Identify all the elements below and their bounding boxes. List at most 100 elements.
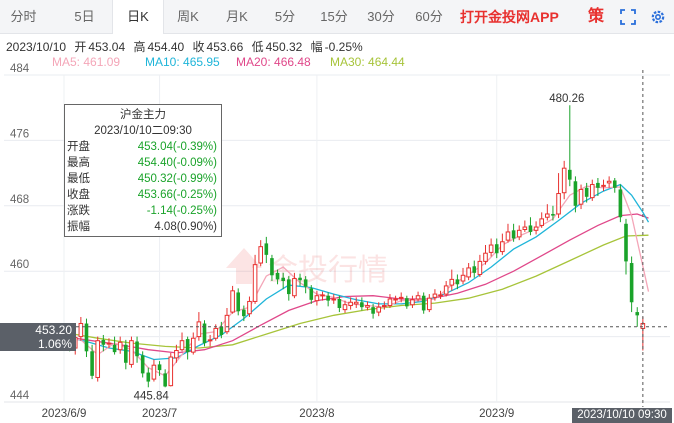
watermark-logo-icon	[226, 248, 262, 284]
candle	[612, 178, 617, 193]
fullscreen-icon[interactable]	[620, 9, 636, 25]
tooltip-row-high: 最高 454.40(-0.09%)	[67, 157, 217, 169]
close-value: 453.66	[206, 40, 244, 54]
candle	[624, 218, 628, 275]
candle	[415, 291, 421, 302]
candle-body	[326, 295, 330, 301]
current-percent: 1.06%	[37, 337, 72, 351]
candle-body	[353, 301, 359, 305]
candle	[449, 269, 455, 291]
candle-body	[618, 189, 623, 218]
candle	[219, 321, 224, 339]
candle-body	[438, 294, 443, 297]
tooltip-row-open: 开盘 453.04(-0.39%)	[67, 141, 217, 153]
candle	[393, 295, 398, 304]
candle	[190, 332, 196, 355]
candle-body	[415, 295, 421, 300]
candle-body	[78, 323, 84, 338]
tab-daily-k[interactable]: 日K	[112, 0, 164, 34]
candle	[95, 336, 101, 382]
candle	[90, 344, 94, 380]
candle-body	[287, 279, 291, 295]
high-label: 高	[133, 40, 146, 54]
settings-icon[interactable]	[650, 9, 666, 25]
candle	[135, 336, 139, 363]
candle	[337, 295, 342, 313]
candle-body	[258, 246, 263, 264]
tooltip-title: 沪金主力	[120, 109, 166, 121]
period-tab-bar: 分时 5日 日K 周K 月K 5分 15分 30分 60分 打开金投网APP 策	[0, 0, 674, 34]
candle-tooltip: 沪金主力 2023/10/10二09:30 开盘 453.04(-0.39%) 最…	[64, 104, 222, 237]
candle-body	[157, 364, 162, 371]
candle	[494, 238, 499, 259]
ma20-line	[63, 213, 649, 354]
tab-30-min[interactable]: 30分	[367, 9, 395, 24]
candle	[168, 352, 174, 387]
tab-60-min[interactable]: 60分	[415, 9, 443, 24]
tab-5-day[interactable]: 5日	[74, 9, 95, 24]
candle	[281, 272, 285, 290]
candle-body	[117, 341, 123, 351]
tab-intraday[interactable]: 分时	[10, 9, 37, 24]
y-tick-label: 444	[10, 390, 30, 402]
ma30-legend: MA30: 464.44	[330, 55, 405, 69]
tab-weekly-k[interactable]: 周K	[177, 9, 199, 24]
crosshair-time-badge: 2023/10/10 09:30	[572, 408, 672, 423]
candle	[573, 176, 578, 213]
candle-body	[190, 337, 196, 353]
candle	[129, 336, 134, 368]
ma5-legend: MA5: 461.09	[52, 55, 121, 69]
candle	[398, 292, 404, 303]
candle	[584, 182, 589, 203]
tooltip-datetime: 2023/10/10二09:30	[94, 125, 192, 137]
candle	[179, 332, 185, 352]
x-tick-label: 2023/7	[142, 408, 177, 420]
candle	[500, 233, 505, 255]
candle-body	[275, 272, 280, 280]
candle-body	[568, 169, 572, 180]
candle-body	[365, 305, 370, 308]
candle	[556, 173, 561, 219]
candle-body	[140, 355, 145, 374]
candle	[472, 260, 477, 278]
tab-15-min[interactable]: 15分	[320, 9, 348, 24]
candle	[601, 179, 606, 192]
candle	[247, 296, 252, 317]
candle-body	[179, 340, 185, 351]
candle-body	[505, 231, 511, 241]
candle-body	[427, 297, 432, 311]
candle	[185, 336, 190, 360]
candle-body	[135, 341, 139, 357]
tab-monthly-k[interactable]: 月K	[226, 9, 248, 24]
candle	[505, 223, 511, 243]
candle	[365, 301, 370, 311]
candle	[455, 274, 460, 290]
candle-body	[371, 307, 375, 314]
candle-body	[421, 295, 426, 311]
candle	[376, 302, 382, 317]
candle-body	[561, 167, 567, 194]
candle	[236, 288, 241, 316]
strategy-icon[interactable]: 策	[588, 8, 605, 25]
candle-body	[219, 326, 224, 335]
candle-body	[342, 304, 348, 311]
candle	[303, 276, 308, 294]
candle	[551, 205, 555, 221]
candle	[421, 292, 426, 314]
y-tick-label: 484	[10, 63, 30, 75]
candle	[292, 272, 297, 299]
candle	[117, 336, 123, 354]
candle-body	[174, 349, 179, 359]
x-tick-label: 2023/8	[299, 408, 334, 420]
candle	[124, 339, 128, 370]
candle	[174, 344, 179, 363]
candle-body	[185, 339, 190, 353]
candle-body	[309, 288, 314, 300]
candle-body	[477, 260, 483, 275]
candle-body	[224, 314, 230, 333]
open-app-link[interactable]: 打开金投网APP	[460, 9, 559, 25]
ohlc-date: 2023/10/10	[6, 40, 67, 54]
tab-5-min[interactable]: 5分	[274, 9, 296, 24]
